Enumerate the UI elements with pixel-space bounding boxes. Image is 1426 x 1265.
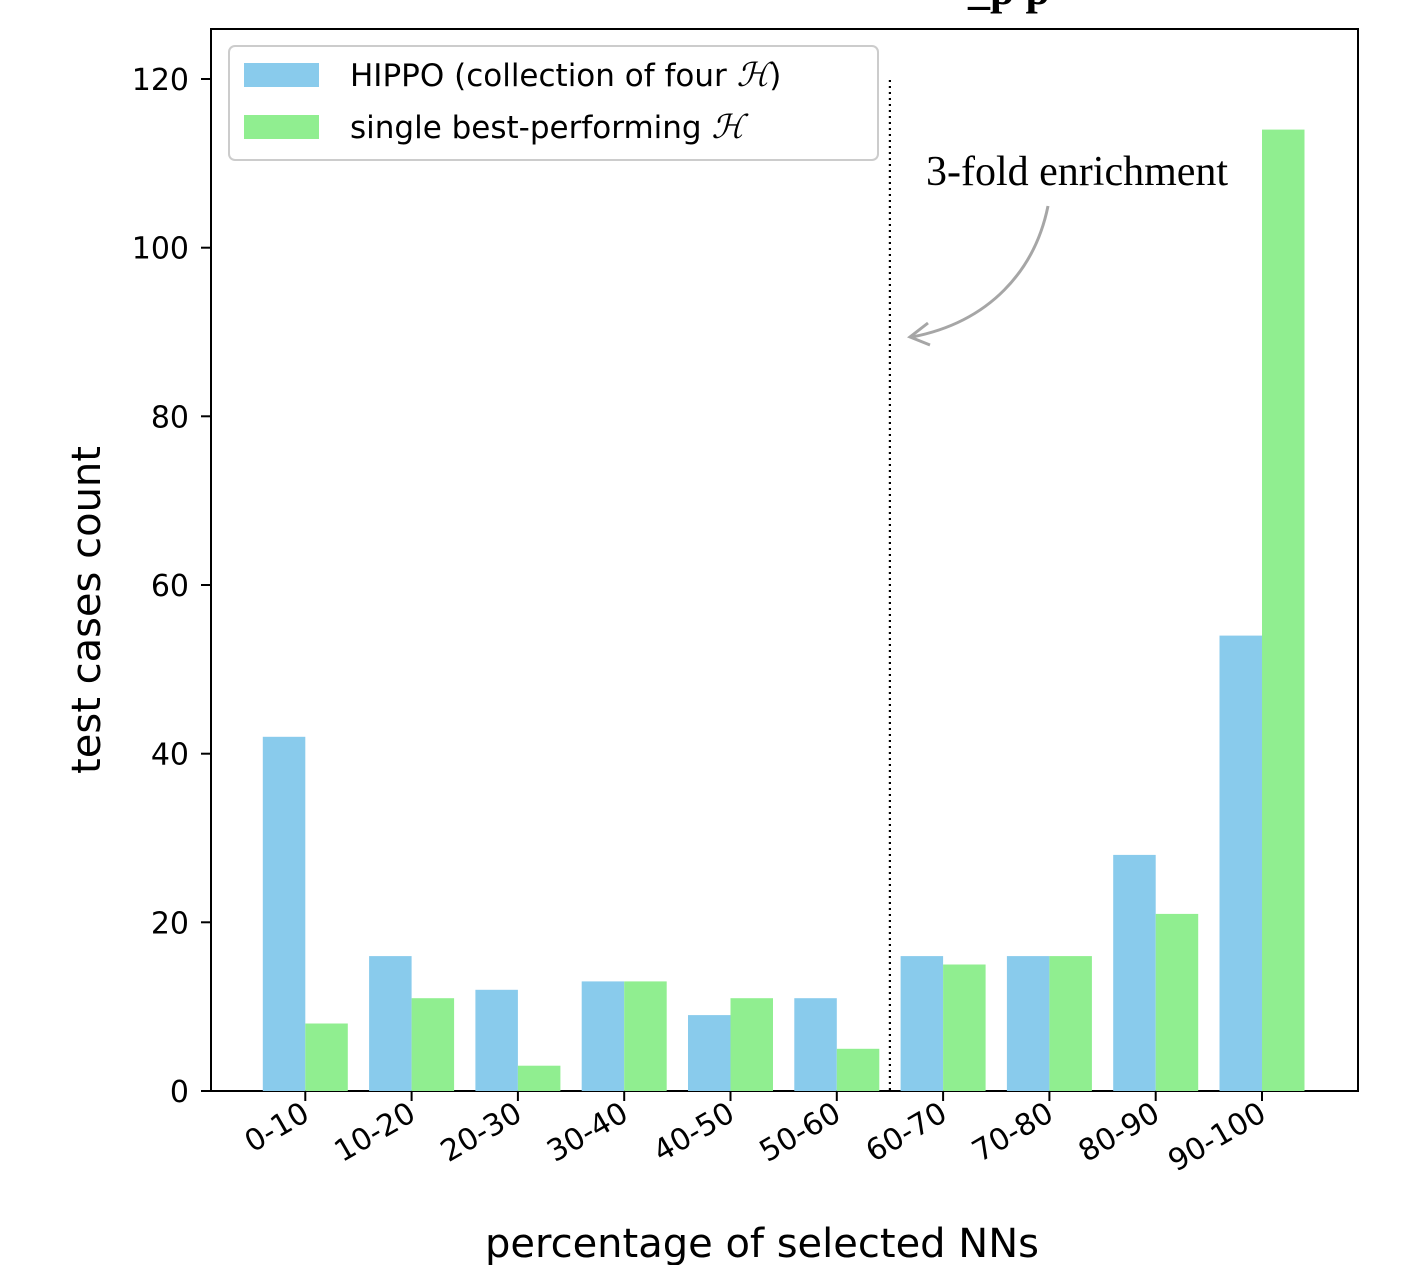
x-tick-label-30-40: 30-40 <box>541 1096 634 1170</box>
bar-hippo-90-100 <box>1219 635 1262 1091</box>
plot-area <box>210 28 1359 1092</box>
x-axis: 0-10 10-20 20-30 30-40 40-50 50-60 60-70 70-80 8… <box>239 1091 1272 1179</box>
bar-hippo-50-60 <box>794 998 837 1091</box>
bar-hippo-60-70 <box>900 956 944 1091</box>
annotation-text: 3-fold enrichment <box>926 149 1228 195</box>
x-tick-label-0-10: 0-10 <box>239 1096 315 1160</box>
x-tick-label-70-80: 70-80 <box>966 1096 1059 1170</box>
x-tick-label-60-70: 60-70 <box>860 1096 953 1170</box>
legend-label-single-text: single best-performing <box>350 110 711 146</box>
bar-hippo-30-40 <box>581 981 625 1091</box>
annotation-arrow <box>911 205 1050 339</box>
y-tick-label-80: 80 <box>151 400 189 435</box>
bar-hippo-0-10 <box>262 736 306 1091</box>
bar-hippo-40-50 <box>688 1015 731 1091</box>
x-tick-label-40-50: 40-50 <box>647 1096 740 1170</box>
bar-single-90-100 <box>1262 129 1305 1092</box>
bar-single-50-60 <box>836 1048 880 1091</box>
bar-single-70-80 <box>1049 956 1092 1091</box>
bar-single-80-90 <box>1155 913 1199 1091</box>
bar-single-0-10 <box>305 1023 348 1091</box>
y-axis: 0 20 40 60 80 100 120 <box>132 63 211 1110</box>
y-tick-label-0: 0 <box>170 1075 189 1110</box>
bar-single-40-50 <box>730 998 773 1091</box>
legend-swatch-hippo <box>244 63 319 87</box>
y-tick-label-100: 100 <box>132 232 189 267</box>
bar-single-10-20 <box>411 998 455 1091</box>
legend-label-hippo-math: ℋ <box>737 55 775 94</box>
y-tick-label-20: 20 <box>151 906 189 941</box>
legend-box <box>228 45 879 161</box>
bar-hippo-80-90 <box>1113 854 1156 1091</box>
bar-single-20-30 <box>517 1065 561 1091</box>
annotation-arrow-head <box>907 321 931 347</box>
legend: HIPPO (collection of four ℋ) single best… <box>228 45 879 161</box>
bars-group <box>262 129 1305 1092</box>
x-tick-label-50-60: 50-60 <box>754 1096 847 1170</box>
x-tick-label-90-100: 90-100 <box>1162 1096 1272 1179</box>
y-axis-label: test cases count <box>64 446 110 774</box>
bar-hippo-70-80 <box>1006 956 1050 1091</box>
bar-hippo-20-30 <box>475 989 518 1091</box>
bar-single-30-40 <box>624 981 667 1091</box>
legend-label-single: single best-performing ℋ <box>350 107 749 146</box>
y-tick-label-120: 120 <box>132 63 189 98</box>
legend-label-single-math: ℋ <box>711 107 749 146</box>
bar-single-60-70 <box>943 964 986 1091</box>
legend-label-hippo: HIPPO (collection of four ℋ) <box>350 55 781 94</box>
y-tick-label-40: 40 <box>151 738 189 773</box>
legend-swatch-single <box>244 115 319 139</box>
x-tick-label-80-90: 80-90 <box>1073 1096 1166 1170</box>
chart-title-fragment: _p p <box>967 0 1050 14</box>
x-axis-label: percentage of selected NNs <box>485 1221 1039 1265</box>
bar-hippo-10-20 <box>369 956 412 1091</box>
x-tick-label-20-30: 20-30 <box>435 1096 528 1170</box>
legend-label-hippo-suffix: ) <box>769 58 781 94</box>
x-tick-label-10-20: 10-20 <box>329 1096 422 1170</box>
legend-label-hippo-text: HIPPO (collection of four <box>350 58 737 94</box>
y-tick-label-60: 60 <box>151 569 189 604</box>
